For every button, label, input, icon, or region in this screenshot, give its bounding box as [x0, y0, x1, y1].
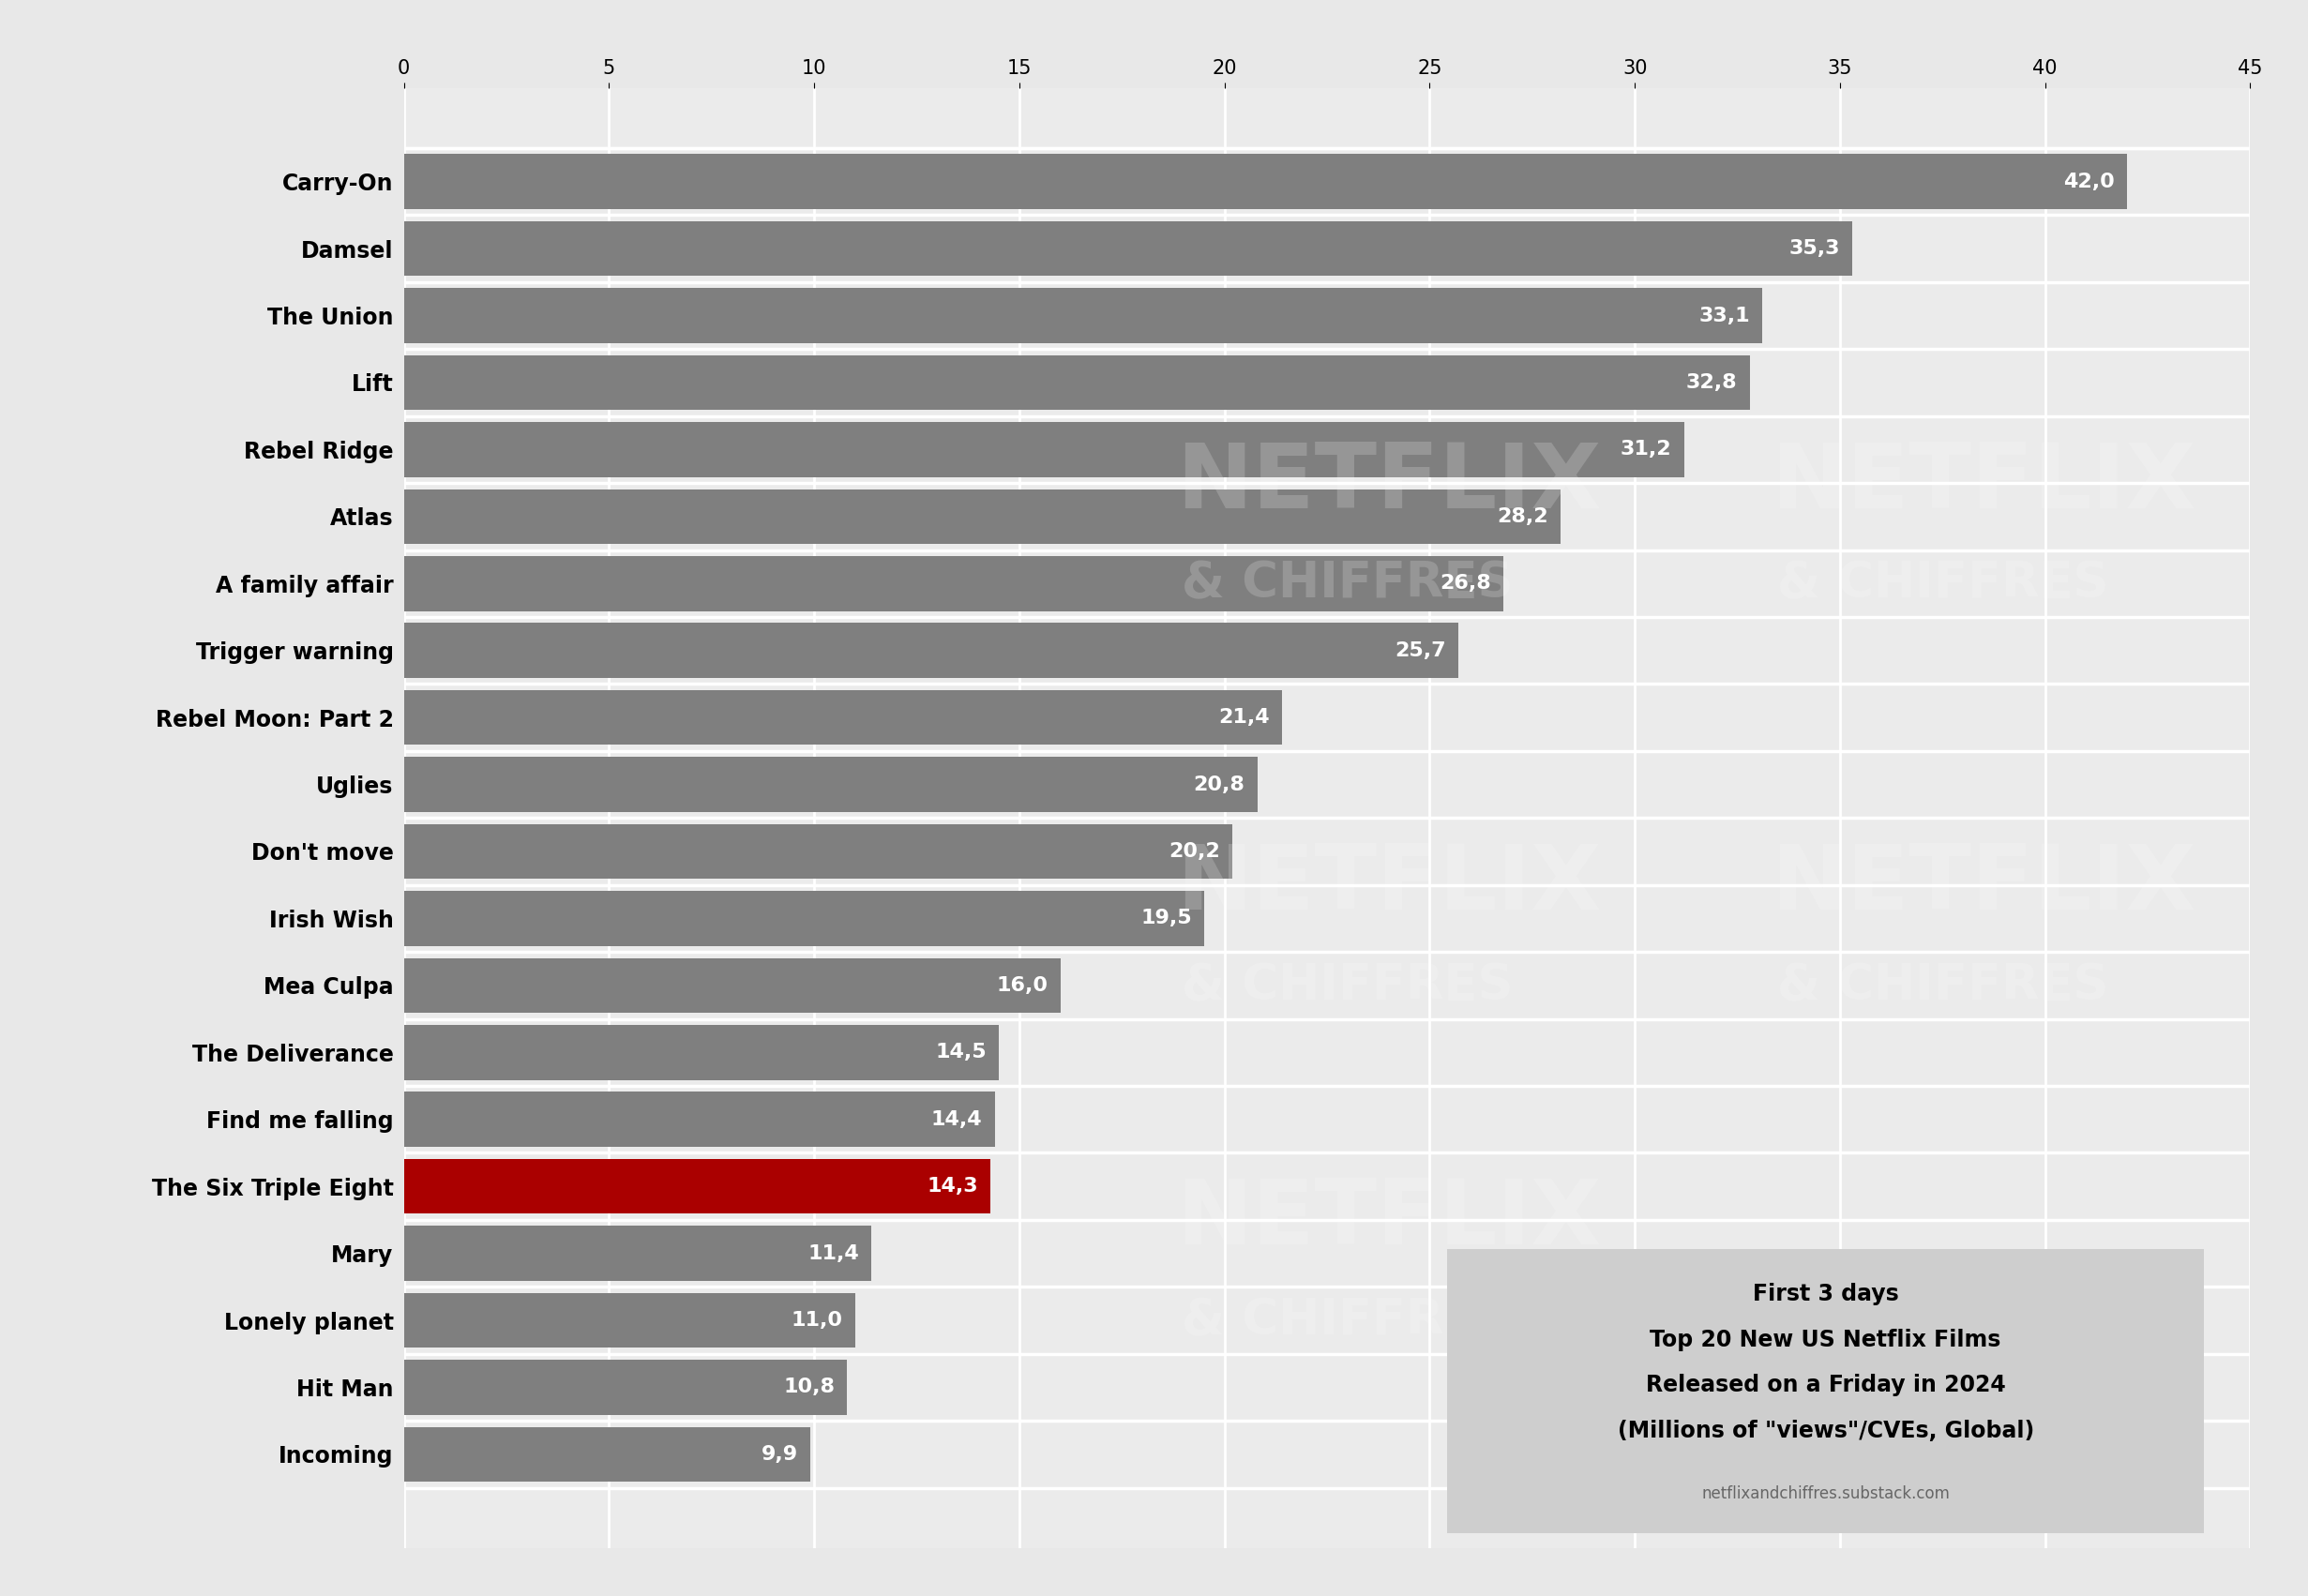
Text: & CHIFFRES: & CHIFFRES	[1182, 559, 1514, 608]
Text: NETFLIX: NETFLIX	[1177, 841, 1602, 929]
Text: NETFLIX: NETFLIX	[1770, 439, 2197, 527]
Text: NETFLIX: NETFLIX	[1177, 1176, 1602, 1264]
Text: Released on a Friday in 2024: Released on a Friday in 2024	[1646, 1374, 2006, 1396]
Text: 14,3: 14,3	[928, 1176, 979, 1195]
Text: 33,1: 33,1	[1699, 306, 1749, 326]
Bar	[404, 555, 1503, 611]
Text: 42,0: 42,0	[2063, 172, 2114, 192]
Text: 11,0: 11,0	[792, 1310, 842, 1329]
Bar	[404, 488, 1560, 544]
Text: Top 20 New US Netflix Films: Top 20 New US Netflix Films	[1650, 1328, 2001, 1352]
Bar	[404, 354, 1749, 410]
Text: (Millions of "views"/CVEs, Global): (Millions of "views"/CVEs, Global)	[1618, 1420, 2033, 1443]
Text: 20,2: 20,2	[1170, 843, 1221, 860]
Bar	[404, 289, 1761, 343]
Bar	[404, 1226, 872, 1282]
Bar	[404, 1092, 995, 1148]
Bar	[404, 689, 1281, 745]
Bar	[404, 958, 1059, 1013]
Text: netflixandchiffres.substack.com: netflixandchiffres.substack.com	[1701, 1486, 1950, 1502]
Text: 19,5: 19,5	[1140, 910, 1191, 927]
Bar	[404, 1159, 990, 1215]
Text: 28,2: 28,2	[1498, 508, 1549, 527]
Text: 9,9: 9,9	[762, 1444, 799, 1464]
Text: NETFLIX: NETFLIX	[1177, 439, 1602, 527]
Text: 20,8: 20,8	[1193, 776, 1244, 793]
Bar	[404, 421, 1685, 477]
Text: 31,2: 31,2	[1620, 440, 1671, 460]
Text: 10,8: 10,8	[782, 1377, 835, 1396]
Text: 32,8: 32,8	[1687, 373, 1738, 393]
Bar	[404, 155, 2128, 209]
Text: 16,0: 16,0	[997, 977, 1048, 994]
Text: & CHIFFRES: & CHIFFRES	[1777, 559, 2107, 608]
Text: 14,5: 14,5	[935, 1044, 986, 1061]
Bar	[404, 824, 1232, 879]
Text: First 3 days: First 3 days	[1752, 1283, 1899, 1306]
Text: 11,4: 11,4	[808, 1243, 859, 1262]
Text: NETFLIX: NETFLIX	[1770, 841, 2197, 929]
Text: 25,7: 25,7	[1394, 642, 1447, 659]
Bar	[404, 222, 1853, 276]
Bar	[404, 622, 1459, 678]
Bar	[404, 1360, 847, 1414]
Bar	[404, 1427, 810, 1481]
Text: & CHIFFRES: & CHIFFRES	[1182, 1296, 1514, 1345]
Text: 14,4: 14,4	[930, 1109, 983, 1128]
Text: & CHIFFRES: & CHIFFRES	[1777, 961, 2107, 1010]
Text: & CHIFFRES: & CHIFFRES	[1182, 961, 1514, 1010]
Bar	[404, 1293, 856, 1347]
Text: 26,8: 26,8	[1440, 575, 1491, 592]
Bar	[404, 891, 1205, 946]
Text: 35,3: 35,3	[1789, 239, 1839, 259]
Text: 21,4: 21,4	[1219, 709, 1269, 726]
Bar	[404, 757, 1258, 812]
Bar	[404, 1025, 999, 1080]
